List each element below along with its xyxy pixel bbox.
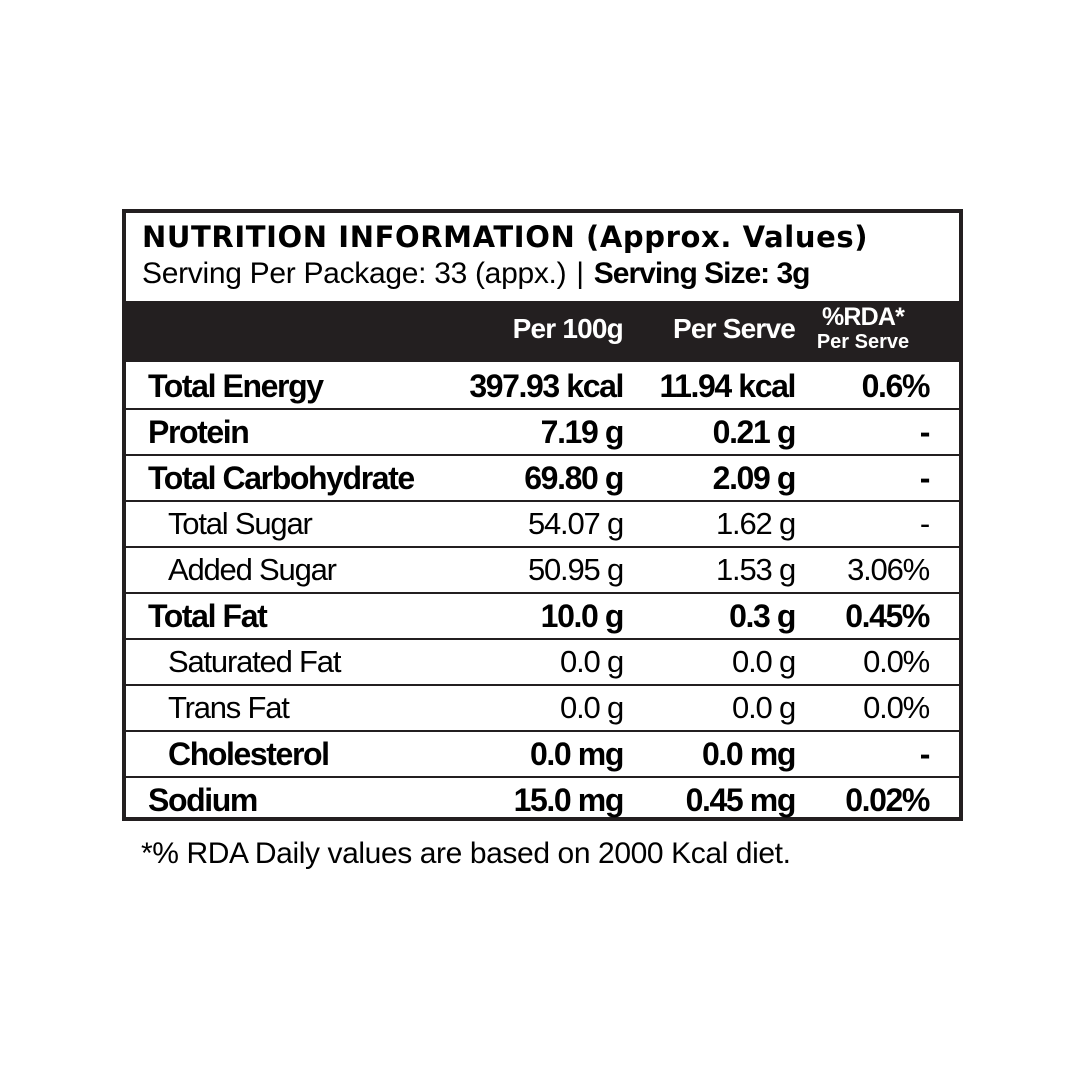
table-row-trans-fat: Trans Fat 0.0 g 0.0 g 0.0%	[126, 686, 959, 732]
row-per-100g: 15.0 mg	[513, 782, 625, 818]
row-per-100g: 7.19 g	[540, 414, 625, 450]
row-per-100g: 397.93 kcal	[469, 368, 624, 404]
row-label: Protein	[148, 414, 250, 450]
row-per-serve: 2.09 g	[712, 460, 797, 496]
row-label: Total Carbohydrate	[148, 460, 415, 496]
column-header-per-100g: Per 100g	[512, 313, 624, 344]
row-per-serve: 1.53 g	[716, 552, 796, 587]
row-per-100g: 0.0 mg	[530, 736, 624, 772]
row-per-serve: 11.94 kcal	[659, 368, 797, 404]
row-rda: 0.45%	[845, 598, 930, 634]
row-per-100g: 50.95 g	[527, 552, 624, 587]
row-per-serve: 0.21 g	[712, 414, 797, 450]
table-row-saturated-fat: Saturated Fat 0.0 g 0.0 g 0.0%	[126, 640, 959, 686]
panel-header: NUTRITION INFORMATION (Approx. Values) S…	[126, 213, 959, 300]
column-header-per-serve: Per Serve	[672, 313, 796, 344]
row-label: Total Fat	[148, 598, 268, 634]
serving-size: Serving Size: 3g	[593, 257, 811, 290]
row-per-100g: 10.0 g	[540, 598, 625, 634]
row-rda: 0.0%	[863, 644, 930, 679]
row-per-serve: 0.3 g	[729, 598, 796, 634]
table-row-total-sugar: Total Sugar 54.07 g 1.62 g -	[126, 502, 959, 548]
row-per-100g: 0.0 g	[560, 690, 624, 725]
serving-separator: |	[576, 257, 584, 290]
row-per-serve: 0.0 mg	[702, 736, 796, 772]
row-label: Cholesterol	[168, 736, 330, 772]
table-row-total-carbohydrate: Total Carbohydrate 69.80 g 2.09 g -	[126, 456, 959, 502]
row-label: Total Sugar	[168, 506, 313, 541]
table-row-total-fat: Total Fat 10.0 g 0.3 g 0.45%	[126, 594, 959, 640]
row-per-serve: 0.0 g	[732, 644, 796, 679]
row-label: Added Sugar	[168, 552, 337, 587]
row-rda: -	[919, 506, 930, 541]
row-rda: -	[919, 736, 931, 772]
row-rda: -	[919, 460, 931, 496]
row-per-serve: 1.62 g	[716, 506, 796, 541]
row-label: Total Energy	[148, 368, 324, 404]
row-rda: 0.02%	[845, 782, 930, 818]
rda-footnote: *% RDA Daily values are based on 2000 Kc…	[141, 837, 791, 870]
serving-per-package: Serving Per Package: 33 (appx.)	[142, 257, 567, 290]
table-row-cholesterol: Cholesterol 0.0 mg 0.0 mg -	[126, 732, 959, 778]
column-header-rda: %RDA* Per Serve	[793, 303, 933, 353]
column-header-rda-sub: Per Serve	[816, 331, 910, 353]
row-per-100g: 54.07 g	[527, 506, 624, 541]
row-label: Saturated Fat	[168, 644, 341, 679]
row-per-100g: 0.0 g	[560, 644, 624, 679]
row-rda: -	[919, 414, 931, 450]
serving-info: Serving Per Package: 33 (appx.) | Serving …	[142, 257, 811, 291]
column-header-bar: Per 100g Per Serve %RDA* Per Serve	[126, 301, 959, 362]
table-row-sodium: Sodium 15.0 mg 0.45 mg 0.02%	[126, 778, 959, 822]
column-header-rda-label: %RDA*	[821, 303, 905, 331]
row-per-serve: 0.0 g	[732, 690, 796, 725]
row-label: Trans Fat	[168, 690, 290, 725]
table-row-total-energy: Total Energy 397.93 kcal 11.94 kcal 0.6%	[126, 364, 959, 410]
row-per-serve: 0.45 mg	[685, 782, 797, 818]
row-label: Sodium	[148, 782, 258, 818]
nutrient-table: Total Energy 397.93 kcal 11.94 kcal 0.6%…	[126, 364, 959, 822]
row-rda: 0.6%	[861, 368, 931, 404]
table-row-protein: Protein 7.19 g 0.21 g -	[126, 410, 959, 456]
row-per-100g: 69.80 g	[524, 460, 624, 496]
table-row-added-sugar: Added Sugar 50.95 g 1.53 g 3.06%	[126, 548, 959, 594]
panel-title: NUTRITION INFORMATION (Approx. Values)	[142, 220, 869, 254]
nutrition-panel: NUTRITION INFORMATION (Approx. Values) S…	[122, 209, 963, 821]
row-rda: 3.06%	[847, 552, 930, 587]
row-rda: 0.0%	[863, 690, 930, 725]
